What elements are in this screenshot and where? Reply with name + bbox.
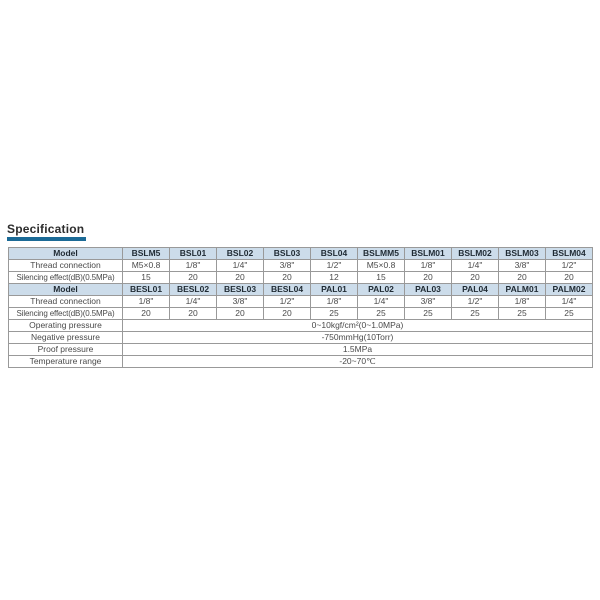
model-header-row-2: Model BESL01 BESL02 BESL03 BESL04 PAL01 …	[8, 283, 593, 296]
model-cell: BSLM03	[498, 247, 546, 260]
operating-pressure-row: Operating pressure 0~10kgf/cm²(0~1.0MPa)	[8, 319, 593, 332]
value-cell: 1/4"	[451, 259, 499, 272]
thread-connection-row-2: Thread connection 1/8" 1/4" 3/8" 1/2" 1/…	[8, 295, 593, 308]
value-cell-span: -750mmHg(10Torr)	[122, 331, 593, 344]
value-cell: 20	[169, 307, 217, 320]
value-cell: 1/8"	[310, 295, 358, 308]
model-cell: BESL02	[169, 283, 217, 296]
model-cell: PALM01	[498, 283, 546, 296]
model-cell: BSLM5	[122, 247, 170, 260]
row-label-model: Model	[8, 247, 123, 260]
section-title: Specification	[7, 222, 85, 236]
value-cell: 20	[404, 271, 452, 284]
value-cell: M5×0.8	[122, 259, 170, 272]
model-cell: PAL03	[404, 283, 452, 296]
value-cell: 20	[498, 271, 546, 284]
model-cell: BSL02	[216, 247, 264, 260]
model-cell: BSLM04	[545, 247, 593, 260]
value-cell: 15	[122, 271, 170, 284]
value-cell: 25	[404, 307, 452, 320]
model-cell: BSLM02	[451, 247, 499, 260]
value-cell: 3/8"	[404, 295, 452, 308]
value-cell: 20	[216, 271, 264, 284]
row-label-silencing: Silencing effect(dB)(0.5MPa)	[8, 307, 123, 320]
model-cell: PALM02	[545, 283, 593, 296]
title-underline-bar	[7, 237, 86, 241]
model-cell: BSLMM5	[357, 247, 405, 260]
value-cell: 1/2"	[451, 295, 499, 308]
value-cell: M5×0.8	[357, 259, 405, 272]
value-cell-span: -20~70℃	[122, 355, 593, 368]
value-cell: 15	[357, 271, 405, 284]
value-cell-span: 0~10kgf/cm²(0~1.0MPa)	[122, 319, 593, 332]
value-cell: 20	[169, 271, 217, 284]
row-label-negative-pressure: Negative pressure	[8, 331, 123, 344]
model-header-row-1: Model BSLM5 BSL01 BSL02 BSL03 BSL04 BSLM…	[8, 247, 593, 260]
value-cell: 20	[263, 307, 311, 320]
row-label-thread: Thread connection	[8, 295, 123, 308]
value-cell: 3/8"	[216, 295, 264, 308]
specification-table: Model BSLM5 BSL01 BSL02 BSL03 BSL04 BSLM…	[8, 247, 593, 368]
value-cell: 25	[545, 307, 593, 320]
row-label-thread: Thread connection	[8, 259, 123, 272]
value-cell: 3/8"	[263, 259, 311, 272]
row-label-proof-pressure: Proof pressure	[8, 343, 123, 356]
model-cell: BESL03	[216, 283, 264, 296]
value-cell: 12	[310, 271, 358, 284]
proof-pressure-row: Proof pressure 1.5MPa	[8, 343, 593, 356]
model-cell: BSL01	[169, 247, 217, 260]
value-cell: 3/8"	[498, 259, 546, 272]
value-cell: 1/8"	[498, 295, 546, 308]
thread-connection-row-1: Thread connection M5×0.8 1/8" 1/4" 3/8" …	[8, 259, 593, 272]
value-cell: 1/4"	[216, 259, 264, 272]
model-cell: BSLM01	[404, 247, 452, 260]
value-cell: 1/4"	[169, 295, 217, 308]
value-cell: 20	[122, 307, 170, 320]
value-cell: 1/4"	[545, 295, 593, 308]
value-cell: 1/2"	[263, 295, 311, 308]
value-cell: 25	[357, 307, 405, 320]
row-label-model: Model	[8, 283, 123, 296]
value-cell-span: 1.5MPa	[122, 343, 593, 356]
row-label-operating-pressure: Operating pressure	[8, 319, 123, 332]
model-cell: BESL04	[263, 283, 311, 296]
value-cell: 1/2"	[310, 259, 358, 272]
negative-pressure-row: Negative pressure -750mmHg(10Torr)	[8, 331, 593, 344]
model-cell: PAL01	[310, 283, 358, 296]
row-label-silencing: Silencing effect(dB)(0.5MPa)	[8, 271, 123, 284]
value-cell: 1/4"	[357, 295, 405, 308]
temperature-range-row: Temperature range -20~70℃	[8, 355, 593, 368]
value-cell: 1/8"	[122, 295, 170, 308]
value-cell: 20	[263, 271, 311, 284]
silencing-effect-row-2: Silencing effect(dB)(0.5MPa) 20 20 20 20…	[8, 307, 593, 320]
value-cell: 20	[216, 307, 264, 320]
model-cell: BSL03	[263, 247, 311, 260]
model-cell: PAL04	[451, 283, 499, 296]
value-cell: 20	[451, 271, 499, 284]
model-cell: PAL02	[357, 283, 405, 296]
value-cell: 1/8"	[169, 259, 217, 272]
value-cell: 25	[498, 307, 546, 320]
value-cell: 1/8"	[404, 259, 452, 272]
value-cell: 25	[310, 307, 358, 320]
model-cell: BSL04	[310, 247, 358, 260]
value-cell: 1/2"	[545, 259, 593, 272]
value-cell: 25	[451, 307, 499, 320]
silencing-effect-row-1: Silencing effect(dB)(0.5MPa) 15 20 20 20…	[8, 271, 593, 284]
model-cell: BESL01	[122, 283, 170, 296]
value-cell: 20	[545, 271, 593, 284]
row-label-temperature-range: Temperature range	[8, 355, 123, 368]
